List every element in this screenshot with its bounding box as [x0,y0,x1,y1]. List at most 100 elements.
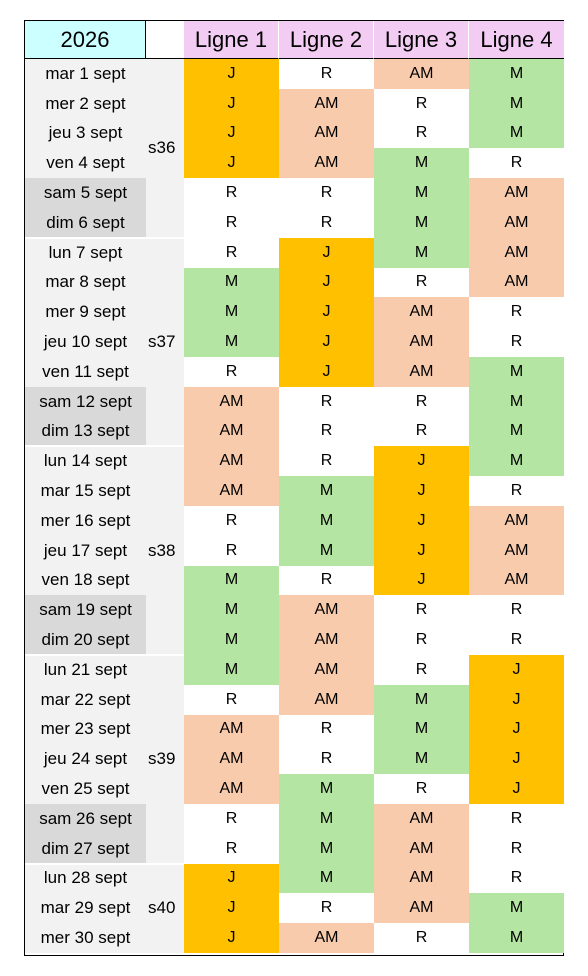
shift-cell[interactable]: M [469,923,564,953]
shift-cell[interactable]: J [184,88,279,119]
shift-cell[interactable]: AM [279,118,374,149]
date-cell[interactable]: lun 21 sept [25,655,146,685]
shift-cell[interactable]: J [279,237,374,268]
shift-cell[interactable]: J [374,565,469,596]
shift-cell[interactable]: M [374,178,469,208]
shift-cell[interactable]: J [469,684,564,715]
shift-cell[interactable]: R [279,59,374,89]
shift-cell[interactable]: M [469,88,564,119]
shift-cell[interactable]: R [184,684,279,715]
date-cell[interactable]: mer 9 sept [25,297,146,328]
shift-cell[interactable]: AM [469,535,564,566]
shift-cell[interactable]: AM [469,565,564,596]
shift-cell[interactable]: M [279,506,374,536]
shift-cell[interactable]: M [184,297,279,328]
shift-cell[interactable]: M [279,476,374,506]
shift-cell[interactable]: AM [184,416,279,447]
shift-cell[interactable]: AM [469,267,564,298]
shift-cell[interactable]: R [184,804,279,834]
week-label-cell[interactable]: s37 [146,237,184,447]
shift-cell[interactable]: M [184,267,279,298]
date-cell[interactable]: sam 5 sept [25,178,146,208]
date-cell[interactable]: ven 18 sept [25,565,146,596]
date-cell[interactable]: ven 25 sept [25,774,146,804]
shift-cell[interactable]: M [469,59,564,89]
shift-cell[interactable]: R [374,416,469,447]
shift-cell[interactable]: R [279,178,374,208]
shift-cell[interactable]: R [469,595,564,626]
shift-cell[interactable]: M [279,833,374,864]
shift-cell[interactable]: R [184,357,279,387]
shift-cell[interactable]: M [374,714,469,745]
shift-cell[interactable]: R [279,714,374,745]
shift-cell[interactable]: R [374,774,469,804]
shift-cell[interactable]: R [469,863,564,894]
shift-cell[interactable]: R [279,386,374,417]
shift-cell[interactable]: M [184,565,279,596]
shift-cell[interactable]: R [184,506,279,536]
shift-cell[interactable]: AM [469,506,564,536]
shift-cell[interactable]: R [374,655,469,685]
shift-cell[interactable]: AM [374,327,469,357]
shift-cell[interactable]: J [374,535,469,566]
shift-cell[interactable]: AM [374,297,469,328]
shift-cell[interactable]: AM [184,774,279,804]
shift-cell[interactable]: AM [469,237,564,268]
shift-cell[interactable]: AM [279,625,374,655]
shift-cell[interactable]: M [279,804,374,834]
shift-cell[interactable]: AM [279,88,374,119]
shift-cell[interactable]: M [184,327,279,357]
shift-cell[interactable]: AM [374,863,469,894]
shift-cell[interactable]: J [374,476,469,506]
shift-cell[interactable]: R [184,237,279,268]
date-cell[interactable]: mar 29 sept [25,893,146,924]
shift-cell[interactable]: AM [374,893,469,924]
shift-cell[interactable]: R [279,416,374,447]
shift-cell[interactable]: R [469,327,564,357]
empty-header-cell[interactable] [146,21,184,59]
date-cell[interactable]: ven 4 sept [25,148,146,179]
shift-cell[interactable]: M [469,386,564,417]
shift-cell[interactable]: AM [279,684,374,715]
shift-cell[interactable]: J [184,148,279,179]
shift-cell[interactable]: J [279,267,374,298]
shift-cell[interactable]: R [374,923,469,953]
year-header-cell[interactable]: 2026 [25,21,146,59]
shift-cell[interactable]: R [184,178,279,208]
shift-cell[interactable]: J [469,744,564,775]
shift-cell[interactable]: J [184,59,279,89]
shift-cell[interactable]: J [469,655,564,685]
shift-cell[interactable]: M [279,774,374,804]
week-label-cell[interactable]: s36 [146,59,184,238]
shift-cell[interactable]: AM [469,208,564,238]
date-cell[interactable]: lun 7 sept [25,237,146,268]
date-cell[interactable]: jeu 17 sept [25,535,146,566]
shift-cell[interactable]: AM [184,446,279,477]
shift-cell[interactable]: R [374,88,469,119]
shift-cell[interactable]: AM [279,595,374,626]
date-cell[interactable]: dim 20 sept [25,625,146,655]
date-cell[interactable]: mer 30 sept [25,923,146,953]
shift-cell[interactable]: M [374,744,469,775]
shift-cell[interactable]: M [279,863,374,894]
shift-cell[interactable]: AM [279,923,374,953]
shift-cell[interactable]: R [279,893,374,924]
date-cell[interactable]: mar 22 sept [25,684,146,715]
shift-cell[interactable]: AM [184,386,279,417]
shift-cell[interactable]: J [184,893,279,924]
shift-cell[interactable]: AM [279,148,374,179]
shift-cell[interactable]: J [279,297,374,328]
shift-cell[interactable]: M [184,595,279,626]
shift-cell[interactable]: R [469,476,564,506]
date-cell[interactable]: mar 15 sept [25,476,146,506]
shift-cell[interactable]: R [184,208,279,238]
shift-cell[interactable]: AM [184,744,279,775]
date-cell[interactable]: jeu 10 sept [25,327,146,357]
date-cell[interactable]: mer 16 sept [25,506,146,536]
line-header-3[interactable]: Ligne 3 [374,21,469,59]
shift-cell[interactable]: J [469,714,564,745]
shift-cell[interactable]: R [469,297,564,328]
shift-cell[interactable]: M [184,625,279,655]
date-cell[interactable]: sam 19 sept [25,595,146,626]
shift-cell[interactable]: AM [279,655,374,685]
